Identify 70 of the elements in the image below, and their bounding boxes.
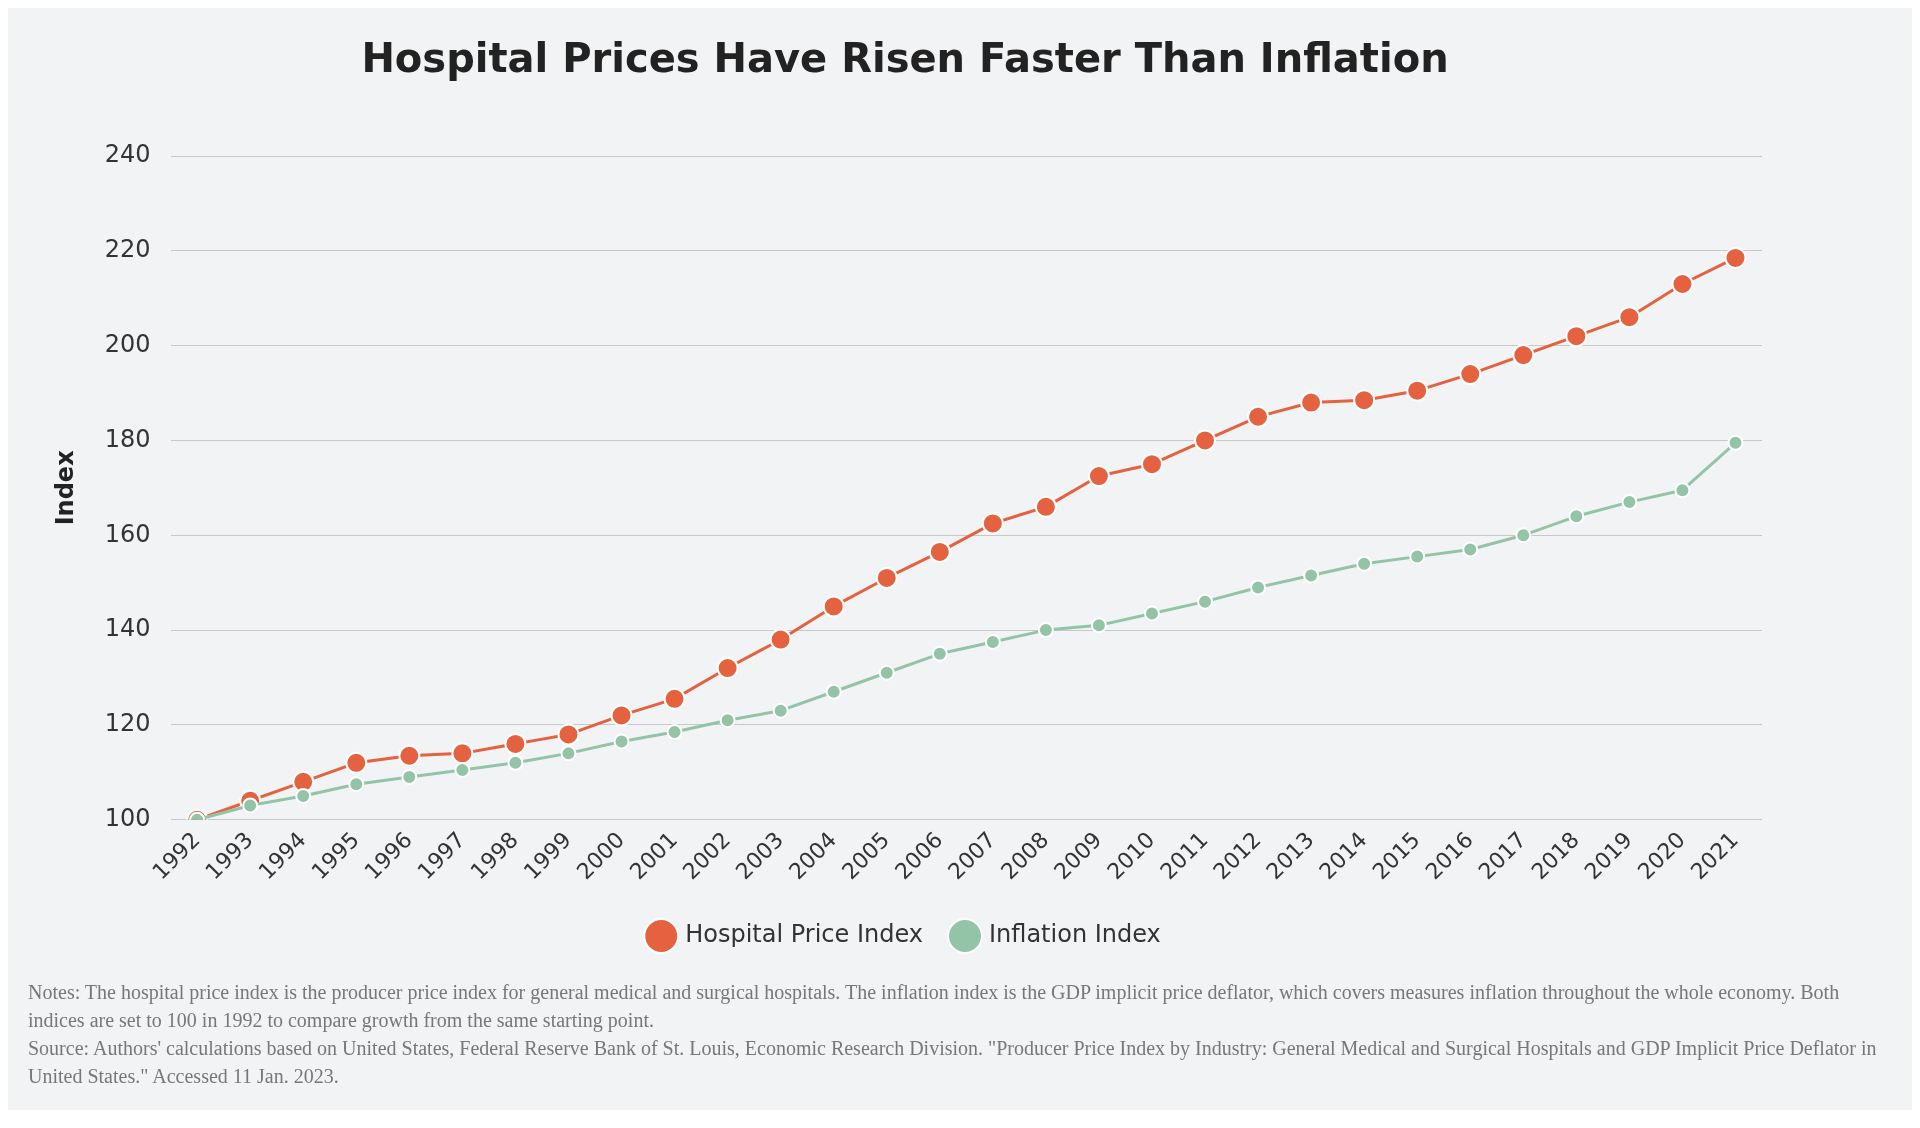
point — [1512, 344, 1535, 367]
source-note: Source: Authors' calculations based on United States, Federal Reserve Bank of St. Louis, Economic Research Division. "Producer Price Index by Industry: General Medical and Surgical Hospitals and GDP Implicit Price Deflator in United States." Accessed 11 Jan. 2023. — [28, 1036, 1878, 1089]
point — [1356, 555, 1373, 572]
point — [1724, 246, 1747, 269]
point — [398, 744, 421, 767]
point — [1674, 482, 1691, 499]
point — [1300, 391, 1323, 414]
point — [348, 776, 365, 793]
y-axis-title: Index — [50, 449, 79, 526]
point — [1568, 508, 1585, 525]
point — [981, 512, 1004, 535]
point — [1459, 363, 1482, 386]
legend-label: Hospital Price Index — [685, 920, 924, 949]
point — [1621, 494, 1638, 511]
point — [292, 770, 315, 793]
point — [1727, 434, 1744, 451]
point — [1303, 567, 1320, 584]
legend-label: Inflation Index — [989, 920, 1161, 949]
chart-title: Hospital Prices Have Risen Faster Than Inflation — [361, 35, 1449, 82]
point — [1409, 548, 1426, 565]
y-tick-label: 180 — [104, 424, 151, 453]
text: Notes: The hospital price index is the producer price index for general medical and surgical hospitals. The inflation index is the GDP implicit price deflator, which covers measures inflation throughout the whole economy. Both indices are set to 100 in 1992 to compare growth from the same starting point. — [28, 980, 1841, 1034]
point — [345, 751, 368, 774]
y-tick-label: 220 — [104, 235, 151, 264]
point — [1034, 495, 1057, 518]
y-tick-label: 140 — [104, 614, 151, 643]
point — [1143, 605, 1160, 622]
point — [610, 704, 633, 727]
point — [613, 733, 630, 750]
point — [1250, 579, 1267, 596]
point — [825, 683, 842, 700]
point — [1247, 405, 1270, 428]
point — [875, 566, 898, 589]
point — [1353, 389, 1376, 412]
point — [931, 645, 948, 662]
point — [454, 761, 471, 778]
point — [504, 732, 527, 755]
point — [1087, 465, 1110, 488]
point — [1515, 527, 1532, 544]
point — [878, 664, 895, 681]
point — [772, 702, 789, 719]
y-tick-label: 100 — [104, 803, 151, 832]
point — [666, 724, 683, 741]
point — [1671, 273, 1694, 296]
point — [716, 657, 739, 680]
point — [401, 769, 418, 786]
point — [1462, 541, 1479, 558]
point — [1197, 593, 1214, 610]
point — [663, 687, 686, 710]
point — [507, 754, 524, 771]
point — [1194, 429, 1217, 452]
point — [451, 742, 474, 765]
point — [719, 712, 736, 729]
point — [560, 745, 577, 762]
point — [984, 633, 1001, 650]
point — [769, 628, 792, 651]
point — [1406, 379, 1429, 402]
point — [1090, 617, 1107, 634]
y-tick-label: 200 — [104, 329, 151, 358]
point — [557, 723, 580, 746]
point — [1565, 325, 1588, 348]
point — [1618, 306, 1641, 329]
y-tick-label: 120 — [104, 709, 151, 738]
point — [295, 788, 312, 805]
point — [1140, 453, 1163, 476]
point — [822, 595, 845, 618]
point — [928, 540, 951, 563]
point — [1037, 622, 1054, 639]
y-tick-label: 160 — [104, 519, 151, 548]
y-tick-label: 240 — [104, 140, 151, 169]
